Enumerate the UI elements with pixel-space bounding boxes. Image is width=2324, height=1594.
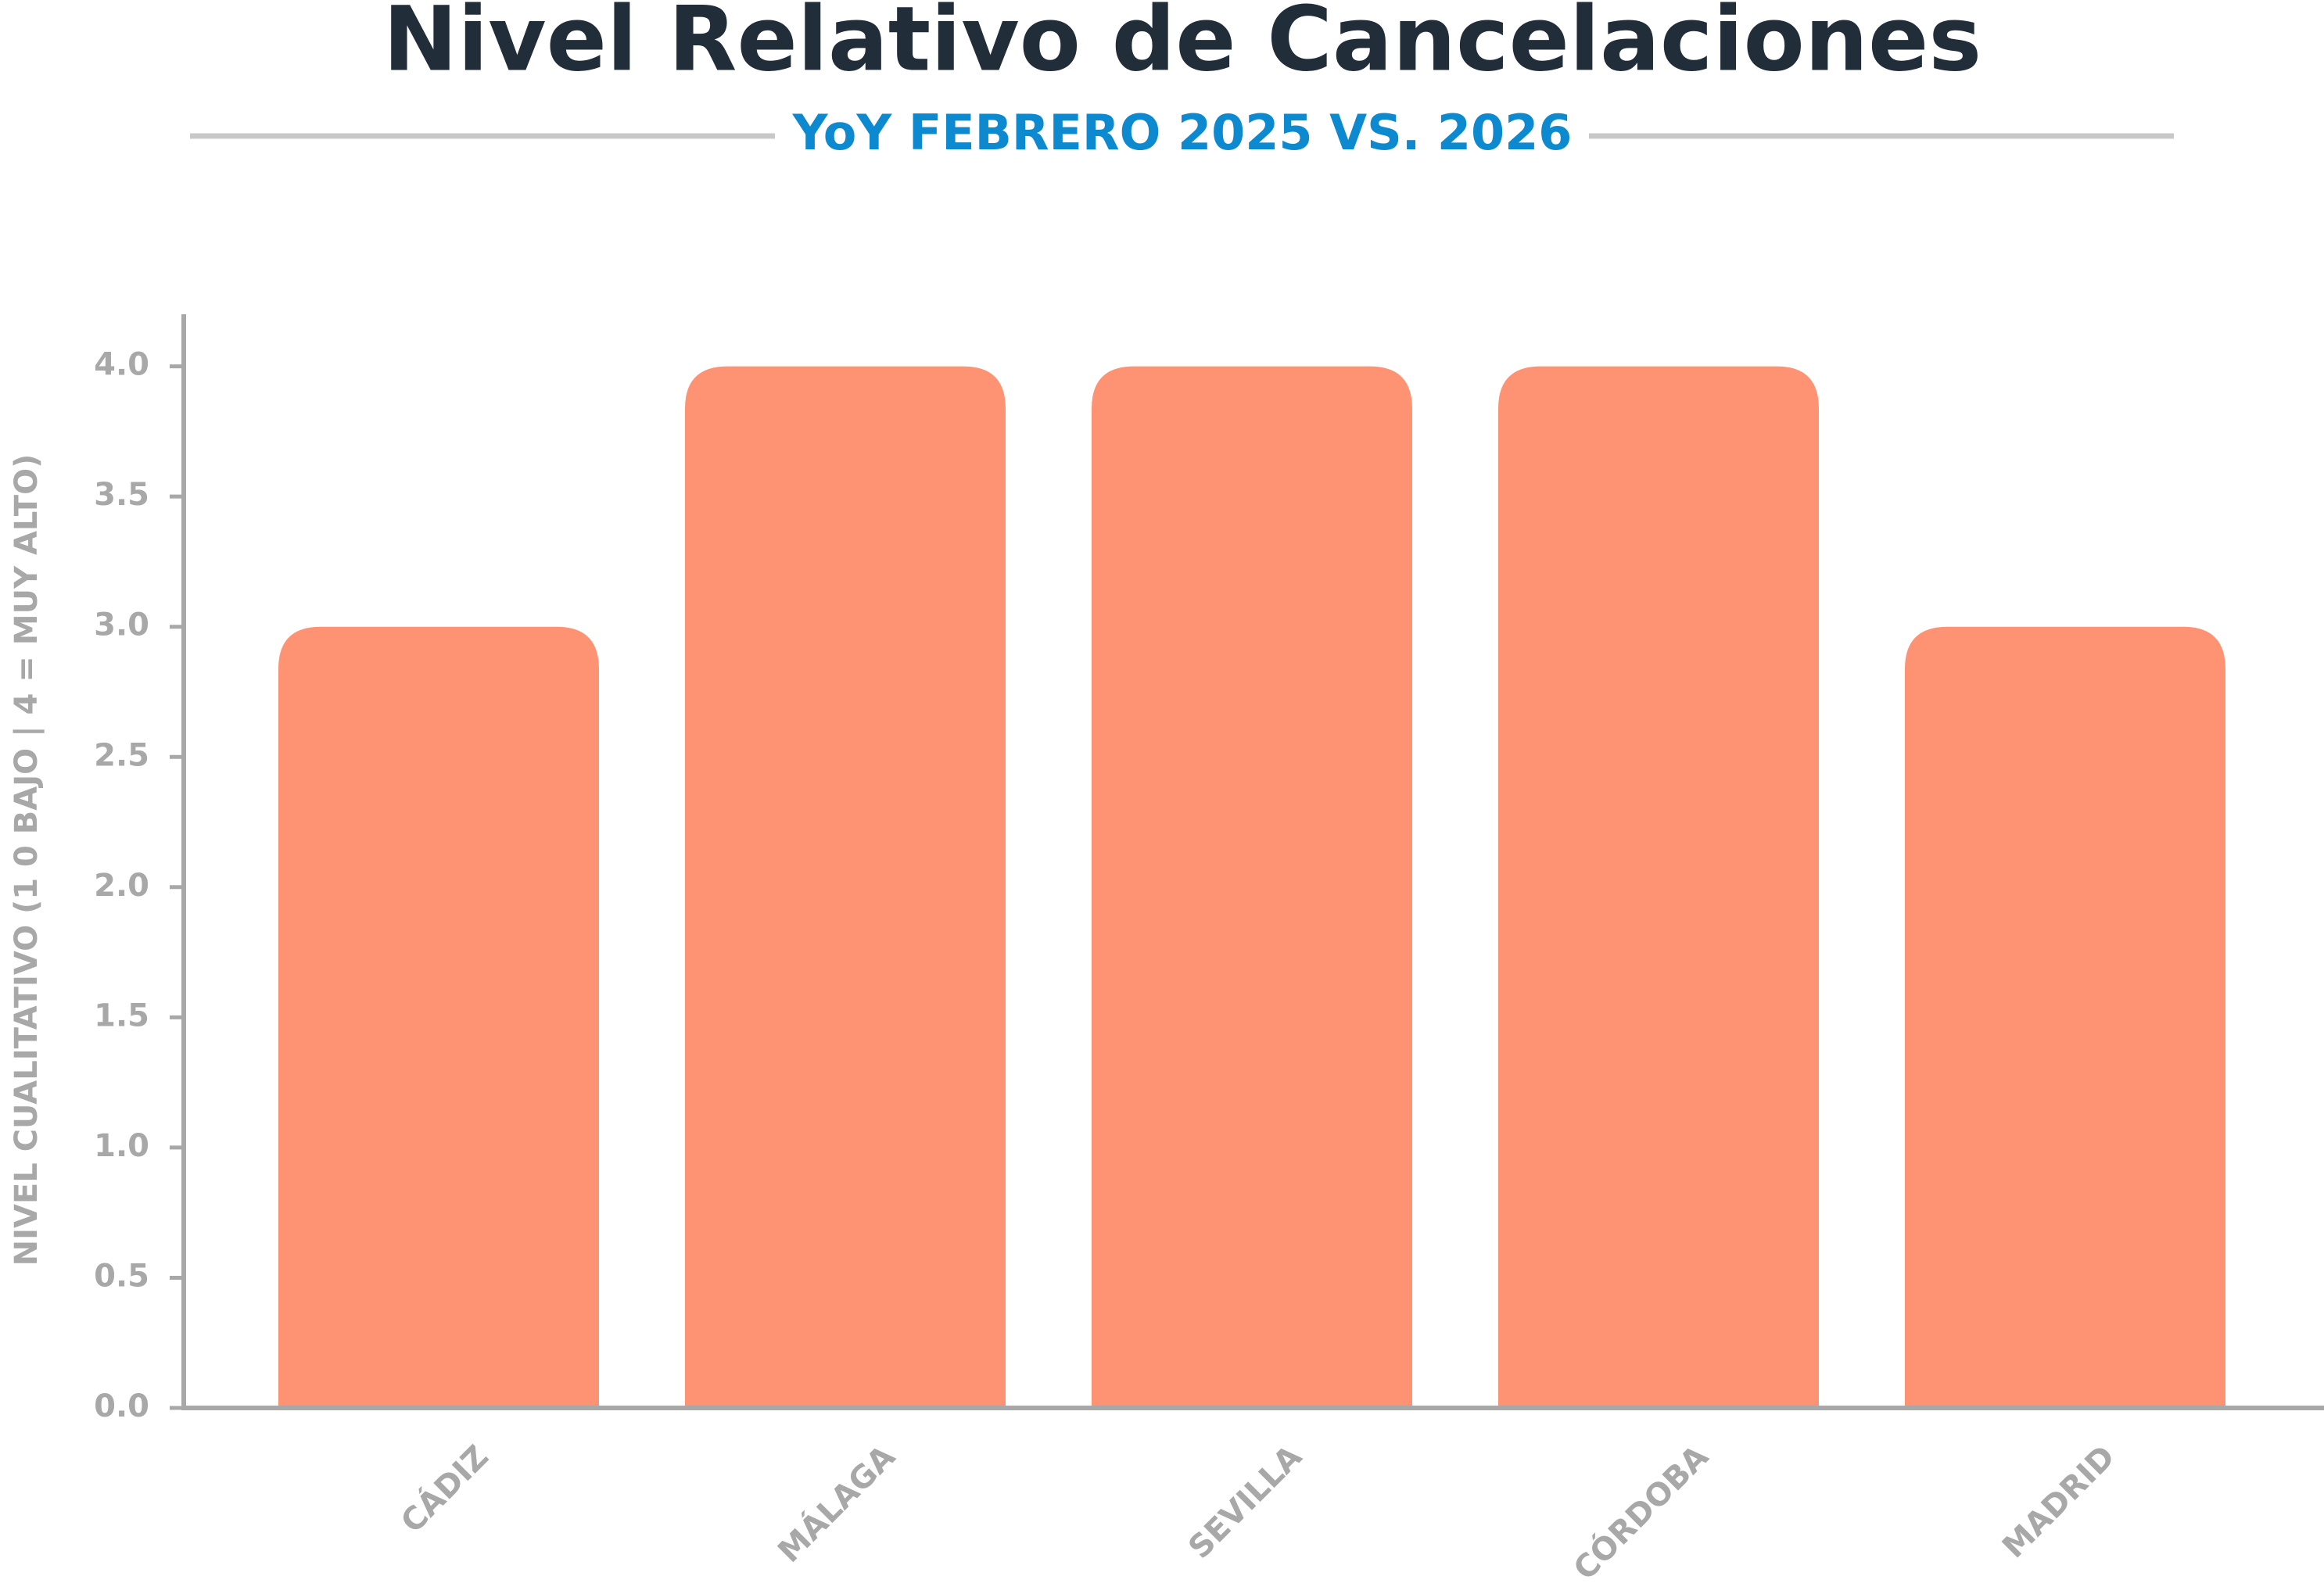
bar bbox=[278, 626, 599, 1408]
y-tick-label: 1.0 bbox=[94, 1128, 149, 1164]
y-axis-label: NIVEL CUALITATIVO (1 0 BAJO | 4 = MUY AL… bbox=[9, 454, 45, 1266]
bar bbox=[685, 366, 1006, 1409]
y-tick-label: 4.0 bbox=[94, 347, 149, 383]
bar bbox=[1498, 366, 1819, 1409]
y-tick-label: 0.5 bbox=[94, 1258, 149, 1294]
y-tick-label: 1.5 bbox=[94, 998, 149, 1033]
x-tick-label: CÁDIZ bbox=[393, 1438, 496, 1540]
x-tick-label: MADRID bbox=[1996, 1438, 2122, 1565]
bar bbox=[1092, 366, 1412, 1409]
x-tick-label: MÁLAGA bbox=[770, 1438, 902, 1570]
x-tick-label: CÓRDOBA bbox=[1565, 1438, 1716, 1588]
x-tick-label: SEVILLA bbox=[1182, 1438, 1309, 1566]
y-tick-label: 2.0 bbox=[94, 868, 149, 904]
bar bbox=[1905, 626, 2225, 1408]
y-tick-label: 2.5 bbox=[94, 737, 149, 773]
chart-title: Nivel Relativo de Cancelaciones bbox=[383, 0, 1981, 91]
chart-subtitle: YoY FEBRERO 2025 VS. 2026 bbox=[792, 104, 1573, 161]
y-tick-label: 3.5 bbox=[94, 477, 149, 513]
y-tick-label: 0.0 bbox=[94, 1388, 149, 1424]
y-tick-label: 3.0 bbox=[94, 607, 149, 643]
